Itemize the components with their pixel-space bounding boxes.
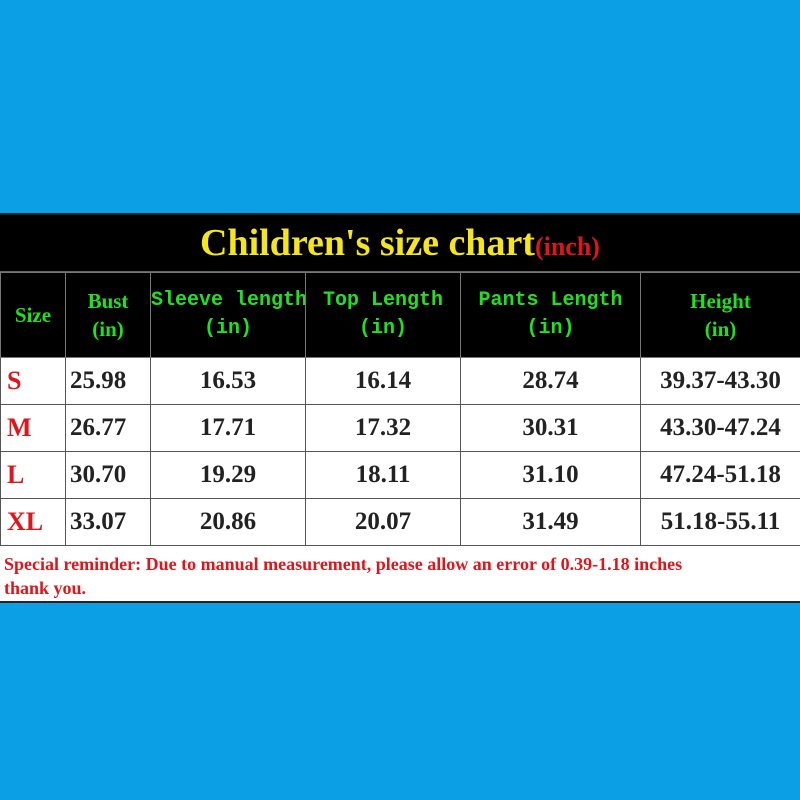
size-table: Size Bust (in) Sleeve length (in) Top Length (…: [0, 272, 800, 546]
header-unit: (in): [92, 317, 124, 341]
size-cell: M: [0, 404, 66, 452]
measure-cell: 19.29: [150, 451, 306, 499]
measure-cell: 28.74: [460, 357, 641, 405]
title-unit: (inch): [534, 232, 600, 261]
header-row: Size Bust (in) Sleeve length (in) Top Length (…: [0, 272, 800, 358]
header-cell: Size: [0, 272, 66, 358]
measure-cell: 30.31: [460, 404, 641, 452]
measure-cell: 20.86: [150, 498, 306, 546]
header-cell: Pants Length (in): [460, 272, 641, 358]
measure-cell: 26.77: [65, 404, 151, 452]
header-unit: (in): [704, 317, 737, 341]
data-row: L 30.70 19.29 18.11 31.10 47.24-51.18: [0, 451, 800, 499]
measure-cell: 16.14: [305, 357, 461, 405]
measure-cell: 47.24-51.18: [640, 451, 800, 499]
size-cell: S: [0, 357, 66, 405]
reminder-line: Special reminder: Due to manual measurem…: [4, 554, 683, 574]
data-row: S 25.98 16.53 16.14 28.74 39.37-43.30: [0, 357, 800, 405]
header-name: Top Length: [322, 289, 444, 312]
measure-cell: 31.49: [460, 498, 641, 546]
measure-cell: 43.30-47.24: [640, 404, 800, 452]
header-cell: Height (in): [640, 272, 800, 358]
header-name: Sleeve length: [151, 289, 306, 312]
data-row: M 26.77 17.71 17.32 30.31 43.30-47.24: [0, 404, 800, 452]
measure-cell: 17.32: [305, 404, 461, 452]
header-cell: Sleeve length (in): [150, 272, 306, 358]
measure-cell: 18.11: [305, 451, 461, 499]
measure-cell: 51.18-55.11: [640, 498, 800, 546]
header-unit: (in): [203, 317, 252, 340]
size-chart: Children's size chart(inch) Size Bust (in)…: [0, 213, 800, 603]
size-cell: XL: [0, 498, 66, 546]
header-name: Size: [14, 303, 52, 327]
header-unit: (in): [526, 317, 575, 340]
header-name: Bust: [87, 289, 129, 313]
measure-cell: 33.07: [65, 498, 151, 546]
measure-cell: 20.07: [305, 498, 461, 546]
measure-cell: 16.53: [150, 357, 306, 405]
header-cell: Top Length (in): [305, 272, 461, 358]
measure-cell: 30.70: [65, 451, 151, 499]
title-bar: Children's size chart(inch): [0, 215, 800, 272]
measure-cell: 39.37-43.30: [640, 357, 800, 405]
reminder-line: thank you.: [4, 578, 87, 598]
measure-cell: 25.98: [65, 357, 151, 405]
table-body: Size Bust (in) Sleeve length (in) Top Length (…: [0, 272, 800, 546]
title: Children's size chart: [200, 222, 535, 264]
reminder: Special reminder: Due to manual measurem…: [0, 546, 800, 600]
data-row: XL 33.07 20.86 20.07 31.49 51.18-55.11: [0, 498, 800, 546]
measure-cell: 17.71: [150, 404, 306, 452]
header-unit: (in): [358, 317, 407, 340]
header-name: Height: [690, 289, 751, 313]
measure-cell: 31.10: [460, 451, 641, 499]
header-name: Pants Length: [478, 289, 623, 312]
header-cell: Bust (in): [65, 272, 151, 358]
size-cell: L: [0, 451, 66, 499]
